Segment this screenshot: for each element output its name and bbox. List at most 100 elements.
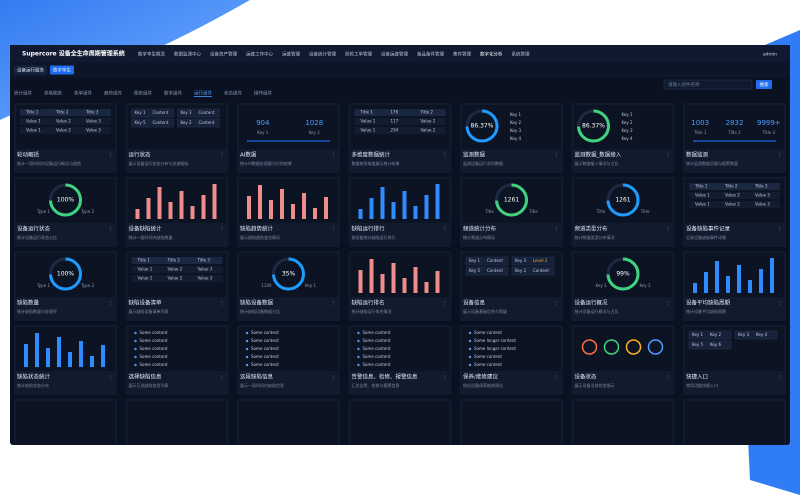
subnav-item[interactable]: 图表组件	[134, 90, 152, 97]
preview-bar	[35, 333, 39, 367]
preview-label: Value 1	[361, 119, 376, 124]
preview-bar	[358, 270, 363, 293]
preview-label: 176	[391, 110, 399, 115]
preview-label: Some content	[251, 354, 279, 359]
preview-label: Value 2	[421, 119, 436, 124]
row	[20, 127, 111, 134]
preview-label: Some content	[251, 346, 279, 351]
tab-bar	[10, 62, 790, 78]
preview-label: Key 3	[515, 258, 527, 263]
preview-label: Title 3	[85, 110, 99, 115]
card-title: 监测数据_数据接入	[575, 151, 622, 159]
preview-label: Key 1	[469, 258, 481, 263]
bullet	[134, 347, 137, 351]
preview-bar	[324, 197, 328, 219]
preview-label: Value 3	[86, 119, 101, 124]
menu-item[interactable]: 集件管理	[453, 51, 471, 58]
menu-item[interactable]: 运维工作中心	[246, 51, 273, 58]
preview-label: Value 1	[138, 267, 153, 272]
preview-label: Some content	[474, 362, 502, 367]
subnav-item[interactable]: 数字组件	[164, 90, 182, 97]
card-title: 快捷入口	[686, 373, 708, 381]
menu-item[interactable]: 数据监测中心	[174, 51, 201, 58]
card-menu: ⋮	[666, 227, 671, 233]
card-title: 缺陷运行排名	[352, 299, 385, 307]
card-title: 设备运行概况	[575, 299, 609, 307]
subnav-item[interactable]: 操作组件	[254, 90, 272, 97]
row	[689, 192, 780, 199]
row	[131, 275, 223, 282]
bar-track	[247, 140, 330, 142]
card-desc: 展示缺陷趋势变化情况	[240, 234, 280, 240]
card-desc: 按设备统计缺陷运行排行	[352, 234, 396, 240]
preview-label: Value 2	[421, 128, 436, 133]
preview-bar	[291, 204, 295, 219]
preview-label: Key 3	[622, 128, 634, 133]
row	[354, 127, 446, 134]
subnav-item[interactable]: 统计组件	[14, 90, 32, 97]
bullet	[134, 363, 137, 367]
menu-item[interactable]: 运维管理	[282, 51, 300, 58]
preview-label: Key 3	[181, 110, 193, 115]
card-desc: 展示数据接入情况与占比	[575, 160, 619, 166]
card-menu: ⋮	[443, 153, 448, 159]
preview-bar	[413, 206, 418, 219]
search-button[interactable]	[756, 80, 772, 89]
subnav-item[interactable]: 状态组件	[224, 90, 242, 97]
ring-arc	[465, 109, 499, 143]
status-icon	[581, 339, 598, 355]
card-desc: 展示设备基础信息与等级	[463, 308, 507, 314]
preview-label: Value 1	[138, 276, 153, 281]
menu-item[interactable]: 巡检工单管理	[345, 51, 372, 58]
card-menu: ⋮	[777, 227, 782, 233]
card-title: 频道统计分布	[463, 225, 497, 233]
tab[interactable]	[14, 65, 47, 75]
subnav-item[interactable]: 表格图表	[44, 90, 62, 97]
brand: Supercore 设备全生命周期管理系统	[22, 50, 125, 58]
menu-item[interactable]: 系统管理	[512, 51, 530, 58]
menu-item[interactable]: 设备资产管理	[210, 51, 237, 58]
card-desc: 统计缺陷设备数据占比	[240, 308, 280, 314]
preview-label: Title	[640, 209, 650, 214]
preview-label: Key 1	[257, 130, 269, 135]
card-title: 频道类型分布	[575, 225, 609, 233]
subnav-item[interactable]: 趋势组件	[104, 90, 122, 97]
preview-label: Value 1	[361, 128, 376, 133]
search-box[interactable]	[663, 79, 753, 90]
subnav-item[interactable]: 运行组件	[194, 90, 212, 97]
bullet	[134, 355, 137, 359]
menu-item[interactable]: 数字化分析	[480, 51, 503, 58]
card-preview	[350, 401, 450, 445]
card-preview	[239, 327, 338, 371]
card-menu: ⋮	[108, 375, 113, 381]
subnav-item[interactable]: 表单组件	[74, 90, 92, 97]
menu-item[interactable]: 设备统计管理	[309, 51, 336, 58]
card-preview	[350, 179, 450, 223]
menu-item[interactable]: 数字孪生概览	[138, 51, 165, 58]
preview-label: Type 2	[80, 209, 94, 214]
card-desc: 统计设备运行概况与占比	[575, 308, 619, 314]
preview-label: Type 1	[36, 283, 50, 288]
user[interactable]: admin	[763, 52, 777, 58]
card-desc: 展示已选缺陷信息列表	[129, 382, 169, 388]
ring-arc	[49, 183, 82, 217]
menu-item[interactable]: 设备运维管理	[381, 51, 408, 58]
card-menu: ⋮	[220, 375, 225, 381]
card-preview	[350, 253, 450, 297]
tab[interactable]	[50, 65, 74, 75]
preview-label: Type 2	[80, 283, 94, 288]
preview-label: Title	[484, 209, 494, 214]
menu-item[interactable]: 备品备件管理	[417, 51, 444, 58]
preview-bar	[380, 274, 385, 293]
key-box	[465, 266, 509, 276]
bullet	[357, 363, 360, 367]
ring-arc	[495, 183, 528, 217]
preview-label: Title 1	[25, 110, 39, 115]
preview-label: Some content	[140, 330, 168, 335]
row	[354, 109, 446, 116]
card-menu: ⋮	[554, 301, 559, 307]
preview-bar	[68, 352, 72, 367]
bullet	[468, 355, 472, 359]
preview-label: Value 2	[168, 276, 183, 281]
preview-label: Value 2	[56, 128, 71, 133]
